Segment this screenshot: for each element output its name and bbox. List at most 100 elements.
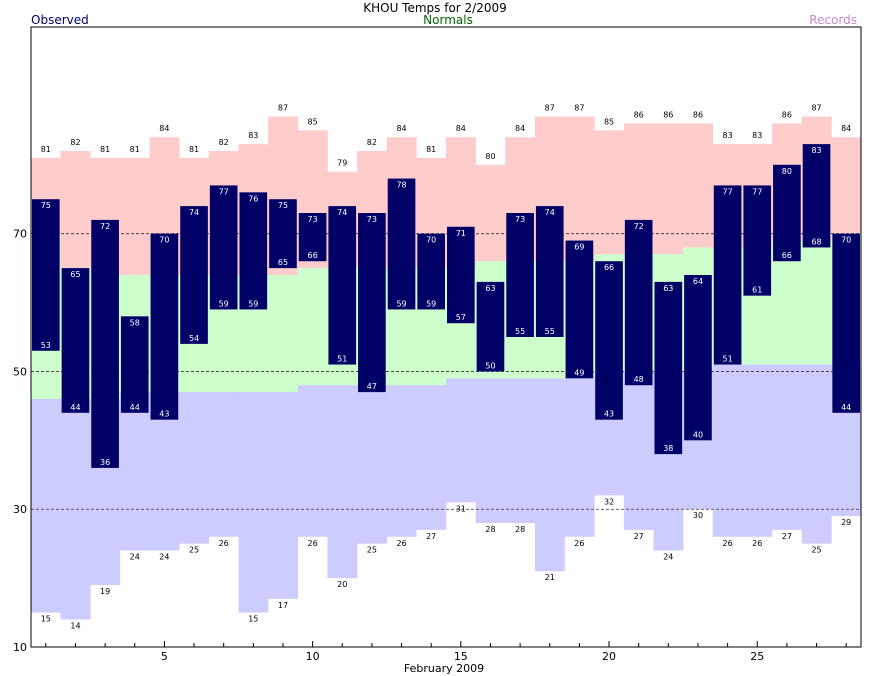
observed-bar xyxy=(535,206,564,337)
observed-bar xyxy=(32,199,60,351)
observed-low-label: 54 xyxy=(189,334,199,343)
observed-low-label: 66 xyxy=(308,251,318,260)
observed-bar xyxy=(654,281,683,455)
observed-bar xyxy=(91,219,119,468)
observed-bar xyxy=(476,281,505,372)
record-low-band xyxy=(772,364,803,530)
record-low-label: 24 xyxy=(130,553,140,562)
observed-high-label: 75 xyxy=(278,201,288,210)
observed-high-label: 70 xyxy=(841,236,851,245)
observed-high-label: 73 xyxy=(308,215,318,224)
observed-low-label: 48 xyxy=(634,375,644,384)
record-low-label: 19 xyxy=(100,587,110,596)
record-high-band xyxy=(60,151,91,269)
record-low-band xyxy=(386,385,417,537)
record-high-label: 80 xyxy=(485,152,495,161)
record-high-label: 83 xyxy=(248,131,258,140)
observed-bar xyxy=(684,275,712,441)
record-low-label: 30 xyxy=(693,511,703,520)
observed-high-label: 74 xyxy=(545,208,555,217)
observed-low-label: 51 xyxy=(337,355,347,364)
legend-records: Records xyxy=(809,13,857,27)
record-high-label: 85 xyxy=(604,117,614,126)
observed-high-label: 66 xyxy=(604,263,614,272)
record-high-label: 82 xyxy=(70,138,80,147)
observed-high-label: 73 xyxy=(515,215,525,224)
normal-band xyxy=(297,268,328,386)
record-low-label: 25 xyxy=(811,546,821,555)
record-high-label: 82 xyxy=(219,138,229,147)
observed-high-label: 74 xyxy=(189,208,199,217)
observed-high-label: 77 xyxy=(219,187,229,196)
record-high-band xyxy=(594,130,625,255)
observed-high-label: 69 xyxy=(574,243,584,252)
observed-high-label: 70 xyxy=(426,236,436,245)
observed-bar xyxy=(328,206,357,365)
record-low-band xyxy=(446,378,476,503)
record-high-label: 84 xyxy=(841,124,851,133)
observed-high-label: 70 xyxy=(159,236,169,245)
record-low-band xyxy=(327,385,358,579)
record-low-label: 32 xyxy=(604,497,614,506)
record-high-label: 87 xyxy=(574,104,584,113)
observed-low-label: 40 xyxy=(693,430,703,439)
x-tick-label: 20 xyxy=(602,650,616,663)
record-low-label: 15 xyxy=(248,615,258,624)
observed-high-label: 74 xyxy=(337,208,347,217)
record-low-band xyxy=(357,385,388,544)
record-low-band xyxy=(505,378,536,523)
record-low-label: 25 xyxy=(189,546,199,555)
observed-bar xyxy=(120,316,149,413)
record-high-label: 86 xyxy=(782,110,792,119)
record-low-label: 28 xyxy=(515,525,525,534)
observed-high-label: 77 xyxy=(723,187,733,196)
record-low-label: 27 xyxy=(782,532,792,541)
observed-low-label: 47 xyxy=(367,382,377,391)
record-high-band xyxy=(831,137,862,234)
record-low-band xyxy=(534,378,565,572)
plot-area: 75 53 81 15 65 44 82 14 72 36 81 19 58 44 81 24 70 43 84 24… xyxy=(13,26,862,663)
observed-high-label: 80 xyxy=(782,167,792,176)
observed-high-label: 72 xyxy=(634,222,644,231)
observed-low-label: 55 xyxy=(545,327,555,336)
record-high-label: 81 xyxy=(189,145,199,154)
y-tick-label: 50 xyxy=(13,365,27,378)
record-high-band xyxy=(119,157,150,275)
observed-bar xyxy=(180,206,208,344)
record-low-label: 28 xyxy=(485,525,495,534)
observed-high-label: 72 xyxy=(100,222,110,231)
record-low-band xyxy=(712,364,743,537)
observed-low-label: 43 xyxy=(604,410,614,419)
record-high-band xyxy=(653,123,684,255)
observed-low-label: 43 xyxy=(159,410,169,419)
record-high-label: 86 xyxy=(693,110,703,119)
record-low-band xyxy=(416,385,447,530)
record-low-label: 20 xyxy=(337,580,347,589)
observed-low-label: 44 xyxy=(70,403,80,412)
record-high-label: 85 xyxy=(308,117,318,126)
observed-high-label: 71 xyxy=(456,229,466,238)
record-high-label: 84 xyxy=(159,124,169,133)
record-low-band xyxy=(742,364,773,537)
record-low-band xyxy=(179,392,210,544)
record-low-label: 26 xyxy=(723,539,733,548)
observed-bar xyxy=(239,192,268,310)
record-low-band xyxy=(238,392,269,613)
observed-bar xyxy=(417,233,445,310)
record-high-label: 81 xyxy=(426,145,436,154)
record-low-band xyxy=(564,378,595,537)
observed-low-label: 55 xyxy=(515,327,525,336)
observed-low-label: 68 xyxy=(811,237,821,246)
record-high-label: 87 xyxy=(545,104,555,113)
record-high-label: 87 xyxy=(811,104,821,113)
record-low-band xyxy=(60,399,91,620)
x-tick-label: 10 xyxy=(306,650,320,663)
observed-bar xyxy=(298,213,327,262)
observed-low-label: 51 xyxy=(723,355,733,364)
y-tick-label: 10 xyxy=(13,641,27,654)
observed-high-label: 73 xyxy=(367,215,377,224)
record-low-label: 26 xyxy=(752,539,762,548)
y-tick-label: 30 xyxy=(13,503,27,516)
observed-high-label: 65 xyxy=(70,270,80,279)
